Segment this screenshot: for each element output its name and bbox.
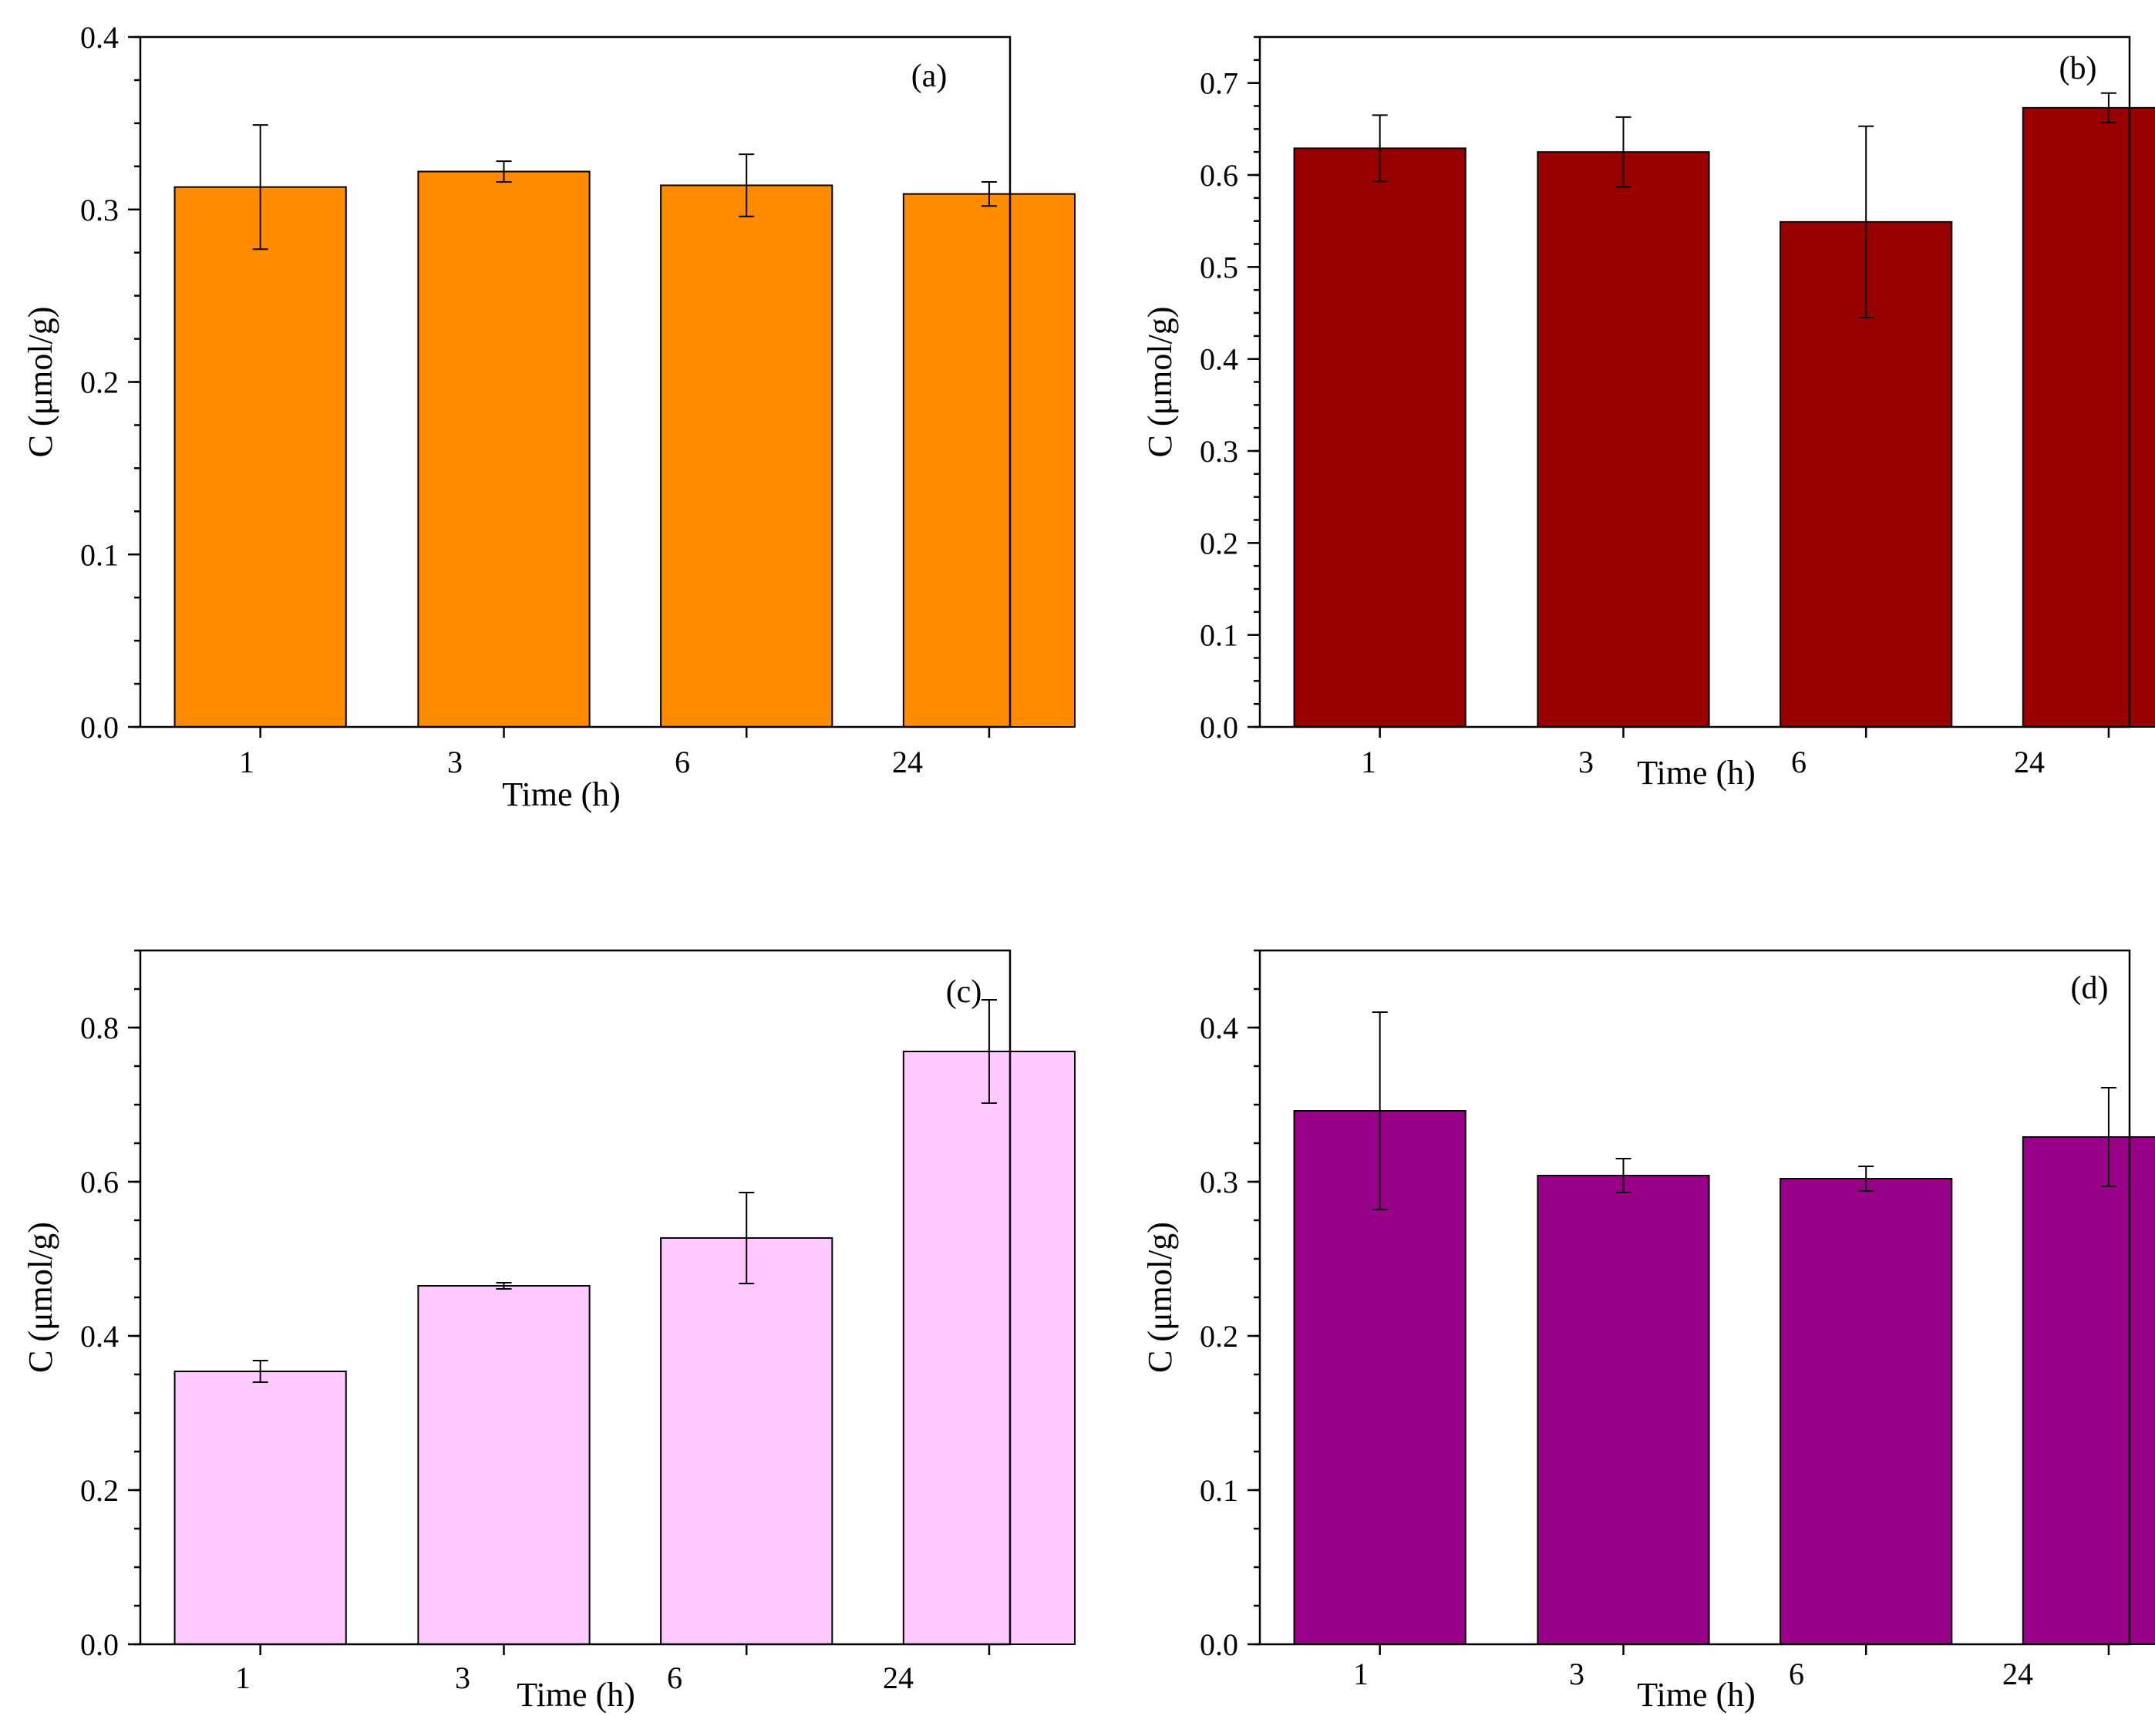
bar-6 (660, 184, 833, 728)
error-bar-24 (2100, 92, 2116, 123)
panel-label: (b) (2059, 51, 2097, 86)
y-tick-label: 0.2 (80, 365, 119, 400)
x-axis-title: Time (h) (1637, 1676, 1756, 1714)
y-tick-label: 0.3 (80, 193, 119, 227)
y-tick-label: 0.5 (1200, 250, 1238, 284)
y-tick-label: 0.0 (80, 710, 119, 745)
bar-6 (660, 1237, 833, 1645)
y-tick-label: 0.8 (80, 1011, 119, 1045)
x-tick-label-6: 6 (1791, 745, 1806, 779)
error-bar-24 (981, 180, 997, 207)
y-tick-label: 0.6 (80, 1165, 119, 1199)
error-bar-3 (1615, 116, 1631, 188)
y-tick-label: 0.6 (1200, 158, 1238, 193)
y-tick-label: 0.2 (80, 1473, 119, 1508)
chart-panel-b: 0.0 0.1 0.2 0.3 0.4 0.5 0.6 0.7 1 3 6 24 Time (h) C (… (1141, 35, 2155, 792)
x-tick-label-3: 3 (1569, 1657, 1584, 1691)
y-axis-title: C (μmol/g) (22, 1222, 59, 1373)
y-tick-label: 0.3 (1200, 434, 1238, 469)
x-tick-label-1: 1 (235, 1660, 251, 1695)
panel-label: (c) (946, 974, 982, 1010)
x-tick-label-1: 1 (1361, 745, 1376, 779)
error-bar-3 (1615, 1158, 1631, 1193)
bar-1 (1293, 147, 1466, 728)
bar-24 (2022, 1136, 2155, 1645)
y-tick-label: 0.1 (1200, 618, 1238, 653)
x-tick-label-6: 6 (1789, 1657, 1804, 1691)
x-tick-label-3: 3 (447, 745, 463, 779)
error-bar-24 (2100, 1087, 2116, 1187)
y-tick-label: 0.0 (1200, 710, 1238, 745)
x-tick-label-24: 24 (2002, 1657, 2033, 1691)
y-tick-label: 0.4 (80, 20, 119, 55)
error-bar-1 (252, 124, 268, 251)
chart-panel-d: 0.0 0.1 0.2 0.3 0.4 1 3 6 24 Time (h) C (μmol/g) (d… (1141, 949, 2155, 1714)
x-tick-label-1: 1 (1353, 1657, 1369, 1691)
y-tick-label: 0.4 (1200, 1011, 1238, 1045)
x-axis-title: Time (h) (1637, 754, 1756, 792)
bar-3 (1537, 1175, 1710, 1645)
y-tick-label: 0.1 (80, 537, 119, 572)
error-bar-3 (496, 160, 512, 183)
bar-6 (1780, 1178, 1953, 1645)
y-tick-label: 0.4 (1200, 342, 1238, 377)
panel-label: (d) (2071, 971, 2109, 1006)
y-tick-label: 0.7 (1200, 66, 1238, 101)
bar-24 (902, 1051, 1076, 1645)
x-tick-label-6: 6 (667, 1660, 682, 1695)
error-bar-1 (252, 1360, 268, 1383)
bar-3 (417, 1285, 591, 1645)
chart-panel-a: 0.0 0.1 0.2 0.3 0.4 1 3 6 24 Time (h) C (μmol/g) (a… (22, 20, 1076, 813)
y-tick-label: 0.0 (80, 1627, 119, 1662)
x-axis-title: Time (h) (502, 775, 621, 813)
y-tick-label: 0.0 (1200, 1627, 1238, 1662)
error-bar-3 (496, 1282, 512, 1290)
x-axis-title: Time (h) (517, 1676, 635, 1714)
y-tick-label: 0.4 (80, 1319, 119, 1354)
y-axis-title: C (μmol/g) (1141, 307, 1179, 458)
bar-3 (1537, 151, 1710, 728)
x-tick-label-3: 3 (455, 1660, 470, 1695)
error-bar-6 (1858, 1166, 1874, 1192)
y-tick-label: 0.1 (1200, 1473, 1238, 1508)
bar-3 (417, 170, 591, 728)
error-bar-6 (739, 1192, 755, 1284)
bar-24 (2022, 106, 2155, 728)
y-axis-title: C (μmol/g) (1141, 1222, 1179, 1373)
y-tick-label: 0.3 (1200, 1165, 1238, 1199)
x-tick-label-1: 1 (239, 745, 254, 779)
x-tick-label-3: 3 (1578, 745, 1594, 779)
x-tick-label-6: 6 (675, 745, 690, 779)
y-axis-title: C (μmol/g) (22, 307, 59, 458)
error-bar-1 (1372, 114, 1388, 183)
y-tick-label: 0.2 (1200, 526, 1238, 560)
error-bar-6 (739, 153, 755, 217)
chart-panel-c: 0.0 0.2 0.4 0.6 0.8 1 3 6 24 Time (h) C (μmol/g) (c… (22, 949, 1076, 1714)
x-tick-label-24: 24 (883, 1660, 914, 1695)
error-bar-6 (1858, 125, 1874, 318)
error-bar-24 (981, 999, 997, 1104)
y-tick-label: 0.2 (1200, 1319, 1238, 1354)
bar-1 (173, 1371, 347, 1645)
bar-24 (902, 193, 1076, 728)
panel-label: (a) (911, 59, 948, 94)
x-tick-label-24: 24 (2014, 745, 2045, 779)
bar-1 (173, 186, 347, 728)
error-bar-1 (1372, 1011, 1388, 1210)
x-tick-label-24: 24 (892, 745, 923, 779)
